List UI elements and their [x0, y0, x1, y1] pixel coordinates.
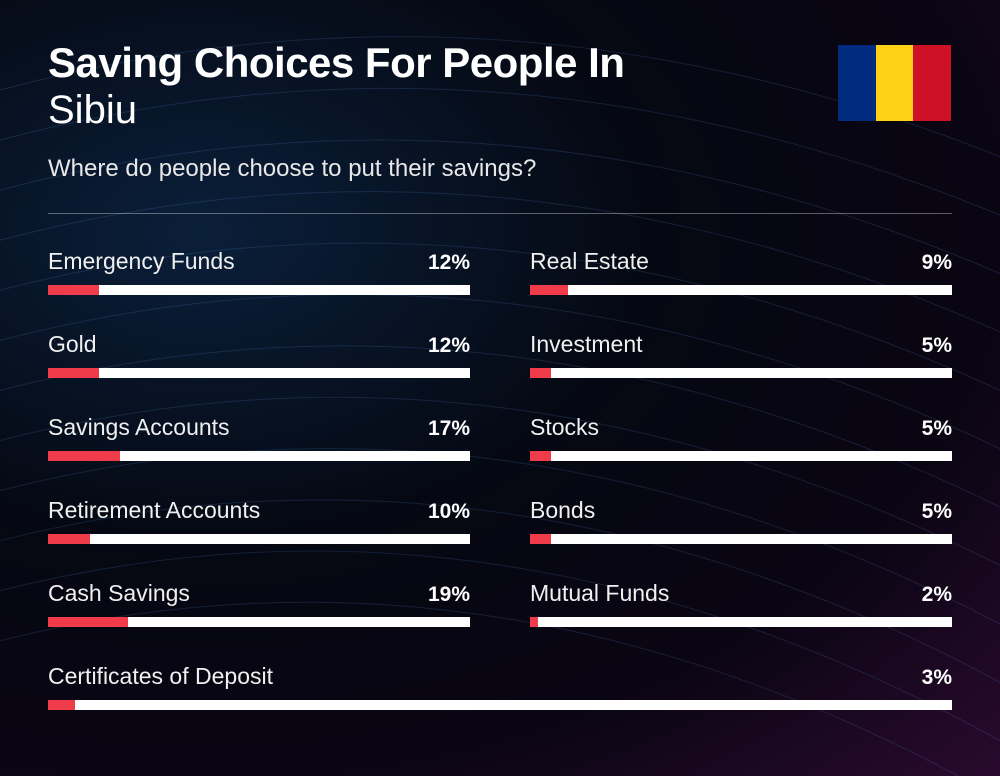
bar-item: Bonds 5% — [530, 497, 952, 544]
bar-item: Gold 12% — [48, 331, 470, 378]
flag-stripe-yellow — [876, 45, 914, 121]
bar-fill — [48, 285, 99, 295]
flag-stripe-red — [913, 45, 951, 121]
bar-item-top: Investment 5% — [530, 331, 952, 358]
bar-item-top: Cash Savings 19% — [48, 580, 470, 607]
bar-item: Cash Savings 19% — [48, 580, 470, 627]
bar-value: 5% — [922, 334, 952, 358]
bar-track — [530, 285, 952, 295]
bar-track — [530, 617, 952, 627]
bar-fill — [530, 534, 551, 544]
bar-fill — [530, 451, 551, 461]
bar-label: Investment — [530, 331, 643, 358]
bar-item-top: Retirement Accounts 10% — [48, 497, 470, 524]
bar-item: Mutual Funds 2% — [530, 580, 952, 627]
bar-item-top: Stocks 5% — [530, 414, 952, 441]
title-line-1: Saving Choices For People In — [48, 40, 837, 86]
bar-item: Emergency Funds 12% — [48, 248, 470, 295]
bar-value: 12% — [428, 334, 470, 358]
bar-fill — [48, 368, 99, 378]
bar-value: 19% — [428, 583, 470, 607]
bar-item-top: Emergency Funds 12% — [48, 248, 470, 275]
subtitle: Where do people choose to put their savi… — [48, 155, 837, 183]
bar-track — [530, 451, 952, 461]
bar-track — [530, 534, 952, 544]
bar-label: Retirement Accounts — [48, 497, 260, 524]
bar-value: 3% — [922, 666, 952, 690]
romania-flag-icon — [837, 44, 952, 122]
bars-grid: Emergency Funds 12% Real Estate 9% Gold 12% In… — [48, 248, 952, 710]
bar-track — [48, 534, 470, 544]
bar-fill — [48, 617, 128, 627]
bar-value: 5% — [922, 417, 952, 441]
title-block: Saving Choices For People In Sibiu Where… — [48, 40, 837, 183]
bar-item-top: Real Estate 9% — [530, 248, 952, 275]
bar-item-top: Mutual Funds 2% — [530, 580, 952, 607]
bar-item: Investment 5% — [530, 331, 952, 378]
bar-fill — [530, 285, 568, 295]
bar-value: 9% — [922, 251, 952, 275]
bar-track — [48, 368, 470, 378]
bar-item-top: Gold 12% — [48, 331, 470, 358]
bar-track — [530, 368, 952, 378]
bar-item: Real Estate 9% — [530, 248, 952, 295]
bar-label: Savings Accounts — [48, 414, 230, 441]
divider — [48, 213, 952, 214]
bar-track — [48, 285, 470, 295]
bar-fill — [48, 534, 90, 544]
title-line-2: Sibiu — [48, 88, 837, 133]
bar-item-top: Bonds 5% — [530, 497, 952, 524]
header: Saving Choices For People In Sibiu Where… — [48, 40, 952, 183]
bar-label: Emergency Funds — [48, 248, 235, 275]
bar-label: Stocks — [530, 414, 599, 441]
bar-item: Retirement Accounts 10% — [48, 497, 470, 544]
bar-track — [48, 451, 470, 461]
bar-item: Savings Accounts 17% — [48, 414, 470, 461]
bar-label: Real Estate — [530, 248, 649, 275]
bar-track — [48, 617, 470, 627]
bar-value: 10% — [428, 500, 470, 524]
bar-item-top: Certificates of Deposit 3% — [48, 663, 952, 690]
infographic-content: Saving Choices For People In Sibiu Where… — [0, 0, 1000, 750]
bar-value: 2% — [922, 583, 952, 607]
flag-stripe-blue — [838, 45, 876, 121]
bar-label: Mutual Funds — [530, 580, 669, 607]
bar-label: Bonds — [530, 497, 595, 524]
bar-item-top: Savings Accounts 17% — [48, 414, 470, 441]
bar-item: Stocks 5% — [530, 414, 952, 461]
bar-fill — [48, 451, 120, 461]
bar-label: Cash Savings — [48, 580, 190, 607]
bar-value: 17% — [428, 417, 470, 441]
bar-value: 12% — [428, 251, 470, 275]
bar-label: Certificates of Deposit — [48, 663, 273, 690]
bar-item: Certificates of Deposit 3% — [48, 663, 952, 710]
bar-fill — [48, 700, 75, 710]
bar-label: Gold — [48, 331, 97, 358]
bar-fill — [530, 368, 551, 378]
bar-track — [48, 700, 952, 710]
bar-value: 5% — [922, 500, 952, 524]
bar-fill — [530, 617, 538, 627]
